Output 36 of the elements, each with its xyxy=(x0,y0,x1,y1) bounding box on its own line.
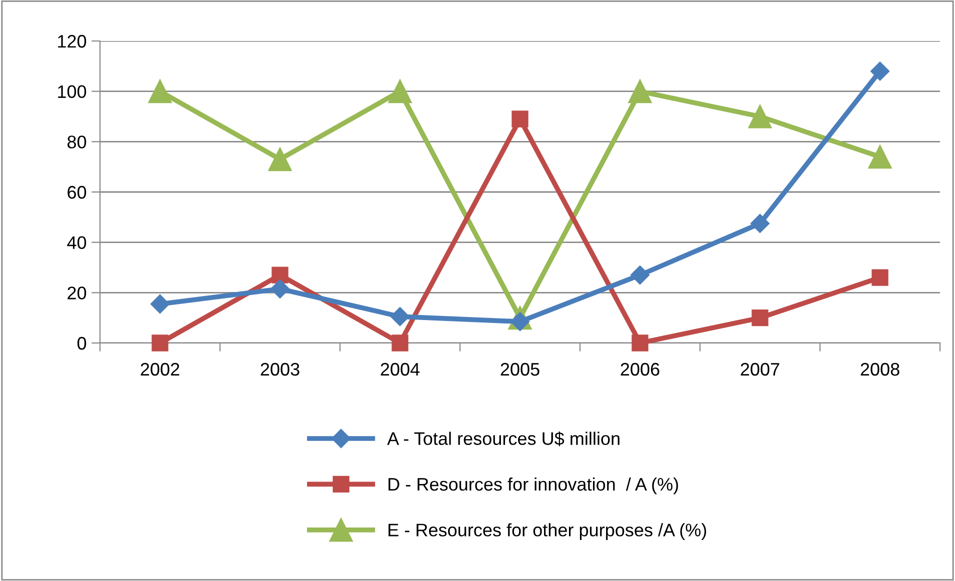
x-tick-label: 2004 xyxy=(380,362,420,376)
point xyxy=(870,62,890,81)
point xyxy=(630,266,650,285)
y-tick-label: 80 xyxy=(68,136,86,148)
point xyxy=(392,334,408,352)
point xyxy=(872,269,888,286)
point xyxy=(628,80,652,104)
legend-label: E - Resources for other purposes /A (%) xyxy=(388,523,706,540)
point xyxy=(632,334,648,352)
y-tick-label: 120 xyxy=(58,34,86,48)
y-tick-label: 0 xyxy=(77,336,86,350)
x-tick-label: 2008 xyxy=(860,362,900,376)
x-tick-label: 2005 xyxy=(500,362,540,376)
legend-label: A - Total resources U$ million xyxy=(387,431,620,446)
point xyxy=(272,266,288,284)
x-tick-label: 2006 xyxy=(620,362,660,376)
x-tick-label: 2007 xyxy=(740,362,780,376)
y-tick-label: 40 xyxy=(67,236,86,250)
point xyxy=(270,279,290,298)
y-tick-label: 20 xyxy=(68,286,86,300)
point xyxy=(390,307,410,326)
point xyxy=(748,104,772,128)
point xyxy=(512,110,528,128)
point xyxy=(152,334,168,352)
point xyxy=(148,80,172,104)
x-tick-label: 2002 xyxy=(140,362,180,376)
point xyxy=(868,144,892,169)
y-tick-label: 100 xyxy=(58,85,86,98)
y-tick-label: 60 xyxy=(68,186,86,199)
point xyxy=(750,214,770,233)
x-tick-label: 2003 xyxy=(260,362,300,376)
point xyxy=(388,80,412,104)
point xyxy=(268,147,292,172)
point xyxy=(752,310,768,326)
legend-label: D - Resources for innovation / A (%) xyxy=(388,477,678,494)
point xyxy=(150,294,170,314)
